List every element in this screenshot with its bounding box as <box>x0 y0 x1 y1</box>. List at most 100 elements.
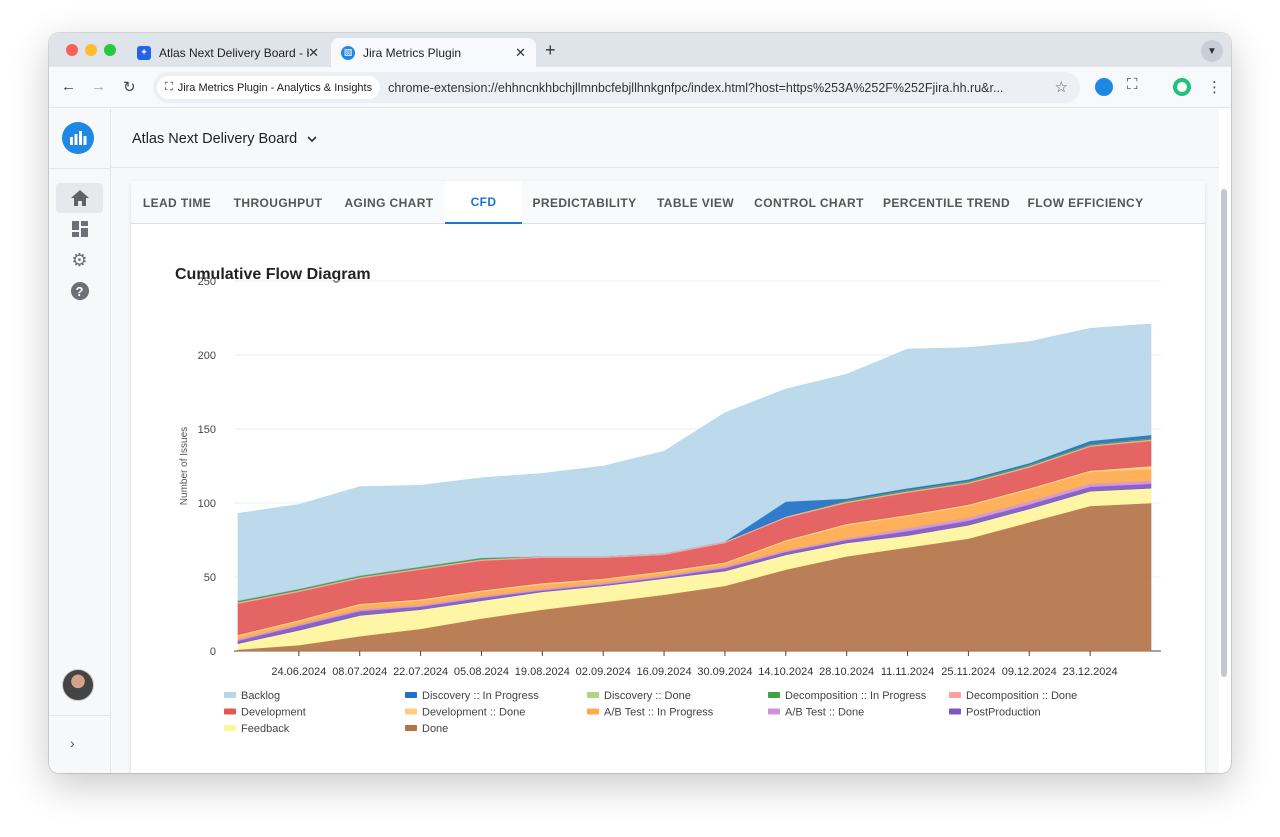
x-tick-label: 28.10.2024 <box>819 666 874 678</box>
user-avatar[interactable] <box>62 669 94 701</box>
browser-toolbar: ← → ↻ ⛶ Jira Metrics Plugin - Analytics … <box>49 67 1231 108</box>
y-tick-label: 150 <box>198 424 216 436</box>
legend-item[interactable]: Backlog <box>241 690 280 702</box>
legend-swatch <box>224 708 236 715</box>
maximize-window-button[interactable] <box>104 44 116 56</box>
tab-search-button[interactable]: ▼ <box>1201 40 1223 62</box>
tab-lead-time[interactable]: LEAD TIME <box>142 195 212 210</box>
page-scrollbar[interactable] <box>1221 189 1227 677</box>
sidebar-item-dashboard[interactable] <box>56 214 103 244</box>
legend-swatch <box>224 725 236 731</box>
browser-tab-title: Atlas Next Delivery Board - K <box>159 45 309 60</box>
close-window-button[interactable] <box>66 44 78 56</box>
x-tick-label: 08.07.2024 <box>332 666 387 678</box>
legend-swatch <box>224 692 236 698</box>
legend-item[interactable]: Development :: Done <box>422 707 525 719</box>
close-tab-icon[interactable]: ✕ <box>308 45 319 60</box>
dashboard-icon <box>71 221 88 237</box>
legend-swatch <box>405 725 417 731</box>
tab-table-view[interactable]: TABLE VIEW <box>656 195 735 210</box>
legend-item[interactable]: Discovery :: Done <box>604 690 691 702</box>
browser-window: ✦ Atlas Next Delivery Board - K ✕ ▧ Jira… <box>49 33 1231 773</box>
legend-swatch <box>949 708 961 715</box>
metrics-panel: LEAD TIME THROUGHPUT AGING CHART CFD PRE… <box>131 181 1205 773</box>
forward-arrow-icon[interactable]: → <box>91 78 106 95</box>
browser-tab-title: Jira Metrics Plugin <box>363 45 462 60</box>
app-root: ⚙ ? › Atlas Next Delivery Board LEAD TIM… <box>49 109 1227 773</box>
chevron-down-icon <box>307 136 317 142</box>
x-tick-label: 25.11.2024 <box>941 666 995 678</box>
legend-item[interactable]: Development <box>241 707 306 719</box>
series-area-backlog[interactable] <box>237 323 1152 602</box>
bookmark-star-icon[interactable]: ☆ <box>1054 79 1068 96</box>
legend-item[interactable]: Feedback <box>241 723 290 735</box>
browser-tab-board[interactable]: ✦ Atlas Next Delivery Board - K ✕ <box>127 38 329 67</box>
reload-icon[interactable]: ↻ <box>123 79 136 96</box>
metrics-tabs: LEAD TIME THROUGHPUT AGING CHART CFD PRE… <box>131 181 1205 224</box>
tab-cfd[interactable]: CFD <box>445 181 522 224</box>
profile-icon[interactable] <box>1173 78 1191 96</box>
legend-item[interactable]: A/B Test :: In Progress <box>604 707 714 719</box>
x-tick-label: 05.08.2024 <box>454 666 509 678</box>
sidebar-item-settings[interactable]: ⚙ <box>56 245 103 275</box>
sidebar-item-home[interactable] <box>56 183 103 213</box>
legend-swatch <box>768 708 780 715</box>
tab-predictability[interactable]: PREDICTABILITY <box>532 195 637 210</box>
legend-swatch <box>949 692 961 698</box>
site-info-chip[interactable]: ⛶ Jira Metrics Plugin - Analytics & Insi… <box>157 76 381 99</box>
help-icon: ? <box>70 282 89 300</box>
tab-percentile-trend[interactable]: PERCENTILE TREND <box>882 195 1011 210</box>
jira-favicon-icon: ✦ <box>137 45 151 60</box>
close-tab-icon[interactable]: ✕ <box>515 45 526 60</box>
board-selector[interactable]: Atlas Next Delivery Board <box>132 131 317 147</box>
plugin-favicon-icon: ▧ <box>341 45 355 60</box>
back-arrow-icon[interactable]: ← <box>61 78 76 95</box>
browser-tab-plugin[interactable]: ▧ Jira Metrics Plugin ✕ <box>331 38 536 67</box>
x-tick-label: 22.07.2024 <box>393 666 448 678</box>
x-tick-label: 09.12.2024 <box>1002 666 1057 678</box>
y-tick-label: 100 <box>198 498 216 510</box>
home-icon <box>70 190 89 206</box>
tab-throughput[interactable]: THROUGHPUT <box>233 195 323 210</box>
y-tick-label: 250 <box>198 276 216 288</box>
app-logo-icon[interactable] <box>62 122 94 154</box>
legend-item[interactable]: PostProduction <box>966 707 1041 719</box>
new-tab-button[interactable]: + <box>545 40 556 60</box>
y-axis-label: Number of Issues <box>179 427 190 505</box>
x-tick-label: 16.09.2024 <box>637 666 692 678</box>
x-tick-label: 11.11.2024 <box>881 666 934 678</box>
legend-item[interactable]: A/B Test :: Done <box>785 707 864 719</box>
cfd-chart: 0 50 100 150 200 250 Number of Issues 24.06.202… <box>179 276 1161 735</box>
chart-title: Cumulative Flow Diagram <box>175 266 371 283</box>
x-tick-label: 23.12.2024 <box>1063 666 1118 678</box>
tab-control-chart[interactable]: CONTROL CHART <box>754 195 864 210</box>
url-text[interactable]: chrome-extension://ehhncnkhbchjllmnbcfeb… <box>388 80 1004 95</box>
y-tick-label: 200 <box>198 350 216 362</box>
gear-icon: ⚙ <box>71 249 88 270</box>
app-header: Atlas Next Delivery Board <box>111 109 1219 168</box>
board-name: Atlas Next Delivery Board <box>132 131 298 147</box>
x-tick-label: 30.09.2024 <box>697 666 752 678</box>
legend-swatch <box>405 708 417 715</box>
expand-sidebar-icon[interactable]: › <box>70 735 75 751</box>
legend-item[interactable]: Decomposition :: In Progress <box>785 690 927 702</box>
legend-item[interactable]: Done <box>422 723 448 735</box>
tab-aging-chart[interactable]: AGING CHART <box>344 195 434 210</box>
sidebar-item-help[interactable]: ? <box>56 276 103 306</box>
address-bar[interactable]: ⛶ Jira Metrics Plugin - Analytics & Insi… <box>153 72 1080 103</box>
bar-chart-icon <box>70 131 87 145</box>
extensions-puzzle-icon[interactable]: ⛶ <box>1127 76 1138 93</box>
x-tick-label: 24.06.2024 <box>271 666 326 678</box>
site-chip-label: Jira Metrics Plugin - Analytics & Insigh… <box>177 81 373 94</box>
legend-item[interactable]: Decomposition :: Done <box>966 690 1077 702</box>
minimize-window-button[interactable] <box>85 44 97 56</box>
browser-menu-icon[interactable]: ⋮ <box>1207 79 1222 96</box>
legend-item[interactable]: Discovery :: In Progress <box>422 690 539 702</box>
jira-metrics-extension-icon[interactable] <box>1095 78 1113 96</box>
extension-icon: ⛶ <box>165 81 173 93</box>
sidebar: ⚙ ? › <box>49 109 111 773</box>
legend-swatch <box>587 708 599 715</box>
y-tick-label: 0 <box>210 646 216 658</box>
tab-flow-efficiency[interactable]: FLOW EFFICIENCY <box>1027 195 1144 210</box>
legend-swatch <box>405 692 417 698</box>
